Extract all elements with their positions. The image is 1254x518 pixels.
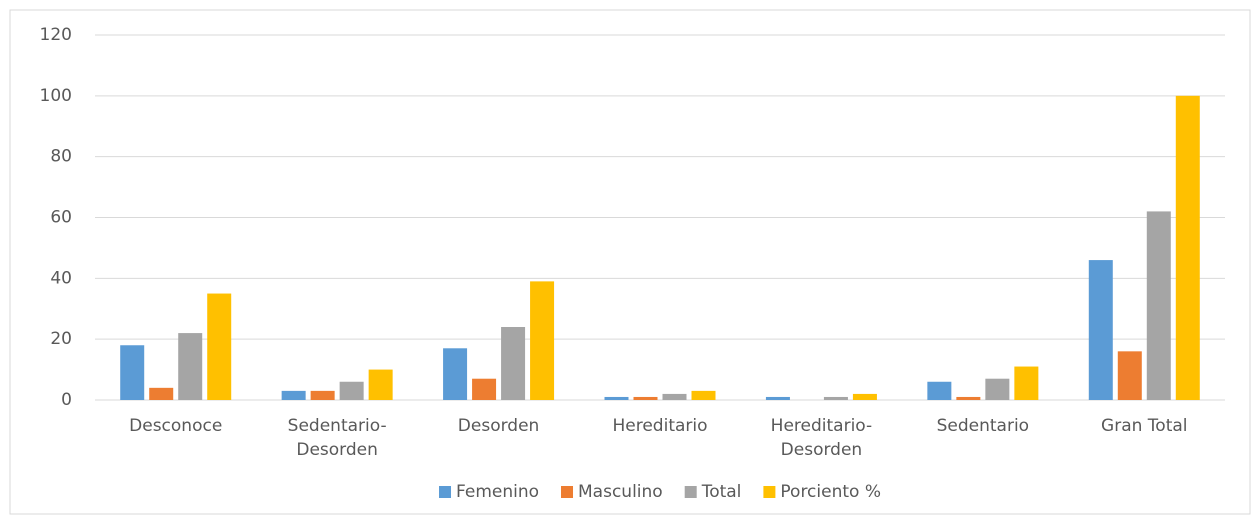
bar xyxy=(310,390,335,400)
y-tick-label: 0 xyxy=(61,390,72,410)
y-tick-label: 100 xyxy=(40,86,72,106)
bar xyxy=(339,381,364,400)
legend-swatch xyxy=(439,486,452,498)
y-tick-label: 60 xyxy=(50,208,72,228)
bar xyxy=(823,396,848,400)
bar xyxy=(281,390,306,400)
bar xyxy=(604,396,629,400)
bar xyxy=(501,327,526,400)
legend-swatch xyxy=(763,486,776,498)
bar xyxy=(852,393,877,400)
bar xyxy=(178,333,203,400)
legend-label: Masculino xyxy=(578,482,663,502)
legend-swatch xyxy=(684,486,697,498)
bar xyxy=(691,390,716,400)
y-tick-label: 80 xyxy=(50,147,72,167)
legend-label: Porciento % xyxy=(780,482,881,502)
x-tick-label: Gran Total xyxy=(1101,416,1187,436)
bar xyxy=(149,387,174,400)
bar xyxy=(765,396,790,400)
bar xyxy=(985,378,1010,400)
x-tick-label: Sedentario-Desorden xyxy=(288,416,387,460)
bar xyxy=(956,396,981,400)
bar xyxy=(662,393,687,400)
bar xyxy=(1088,260,1113,400)
bar xyxy=(1014,366,1039,400)
legend-swatch xyxy=(561,486,574,498)
y-tick-label: 40 xyxy=(50,268,72,288)
bar xyxy=(443,348,468,400)
y-tick-label: 20 xyxy=(50,329,72,349)
x-tick-label: Hereditario-Desorden xyxy=(771,416,872,460)
x-tick-label: Desconoce xyxy=(129,416,222,436)
bar xyxy=(472,378,497,400)
bar xyxy=(530,281,555,400)
chart-border xyxy=(9,9,1251,515)
bar xyxy=(927,381,952,400)
legend-label: Total xyxy=(701,482,742,502)
x-tick-label: Sedentario xyxy=(937,416,1029,436)
y-tick-label: 120 xyxy=(40,25,72,45)
legend: Femenino Masculino Total Porciento % xyxy=(439,482,881,502)
bar xyxy=(1146,211,1171,400)
x-tick-label: Hereditario xyxy=(612,416,707,436)
bar xyxy=(633,396,658,400)
bar xyxy=(368,369,393,400)
bar xyxy=(1117,351,1142,400)
bar xyxy=(207,293,232,400)
bar xyxy=(120,345,145,400)
bar xyxy=(1175,95,1200,400)
x-tick-label: Desorden xyxy=(458,416,540,436)
legend-label: Femenino xyxy=(456,482,539,502)
